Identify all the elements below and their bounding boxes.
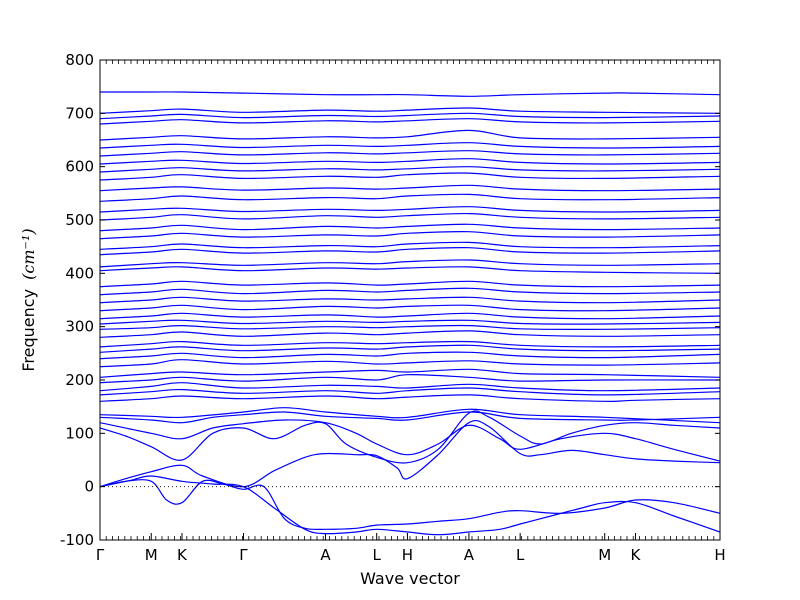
band-line-34 (100, 184, 720, 192)
band-line-6 (100, 411, 720, 424)
y-tick-label: 600 (65, 158, 94, 176)
y-axis-title-text: Frequency (19, 289, 38, 372)
x-tick-label-11: K (631, 546, 642, 564)
band-line-42 (100, 112, 720, 120)
band-line-24 (100, 280, 720, 288)
band-line-18 (100, 324, 720, 330)
band-line-20 (100, 312, 720, 320)
y-tick-label: 800 (65, 51, 94, 69)
band-line-11 (100, 374, 720, 384)
series-layer (100, 91, 720, 536)
y-tick-label: 100 (65, 424, 94, 442)
band-line-17 (100, 330, 720, 338)
y-tick-label: 700 (65, 104, 94, 122)
y-tick-label: -100 (60, 531, 94, 549)
x-tick-label-3: K (177, 546, 188, 564)
band-line-43 (100, 107, 720, 114)
band-line-21 (100, 304, 720, 312)
band-line-39 (100, 142, 720, 149)
x-tick-label-5: A (320, 546, 331, 564)
band-line-40 (100, 129, 720, 141)
x-tick-label-6: L (373, 546, 382, 564)
band-line-23 (100, 287, 720, 296)
band-line-29 (100, 231, 720, 240)
x-tick-label-4: Γ (239, 546, 248, 564)
band-line-14 (100, 351, 720, 360)
y-tick-label: 400 (65, 264, 94, 282)
band-line-13 (100, 359, 720, 368)
band-line-2 (100, 475, 720, 536)
band-line-33 (100, 193, 720, 202)
band-line-31 (100, 212, 720, 221)
y-axis-title: Frequency (cm⁻¹) (19, 228, 38, 371)
x-tick-label-1: Γ (96, 546, 105, 564)
band-line-9 (100, 387, 720, 396)
band-line-8 (100, 394, 720, 402)
y-tick-label: 300 (65, 318, 94, 336)
band-line-26 (100, 259, 720, 268)
y-axis-title-unit: (cm⁻¹) (19, 228, 38, 279)
band-line-27 (100, 247, 720, 256)
band-line-7 (100, 407, 720, 424)
x-tick-label-8: A (464, 546, 475, 564)
band-line-41 (100, 118, 720, 125)
x-tick-label-10: M (598, 546, 611, 564)
band-line-36 (100, 166, 720, 173)
y-axis-ticks: -100 0 100 200 300 400 500 600 700 800 (60, 51, 720, 549)
y-tick-label: 0 (84, 478, 94, 496)
band-line-22 (100, 296, 720, 304)
band-line-35 (100, 172, 720, 181)
band-line-5 (100, 419, 720, 462)
x-tick-label-7: H (402, 546, 413, 564)
band-line-1 (100, 420, 720, 488)
x-tick-label-12: H (714, 546, 725, 564)
band-line-28 (100, 241, 720, 250)
band-line-16 (100, 340, 720, 348)
x-axis-title: Wave vector (360, 569, 460, 588)
band-line-19 (100, 319, 720, 325)
band-line-37 (100, 158, 720, 165)
band-line-30 (100, 223, 720, 232)
band-line-38 (100, 150, 720, 157)
band-line-44 (100, 91, 720, 97)
plot-frame (99, 59, 721, 541)
y-tick-label: 500 (65, 211, 94, 229)
x-minor-ticks (99, 60, 721, 540)
band-line-10 (100, 382, 720, 392)
band-line-25 (100, 266, 720, 274)
x-tick-label-2: M (145, 546, 158, 564)
y-tick-label: 200 (65, 371, 94, 389)
band-line-4 (100, 410, 720, 464)
band-line-12 (100, 368, 720, 378)
band-line-3 (100, 479, 720, 531)
band-line-15 (100, 344, 720, 353)
x-tick-label-9: L (516, 546, 525, 564)
band-line-32 (100, 206, 720, 213)
